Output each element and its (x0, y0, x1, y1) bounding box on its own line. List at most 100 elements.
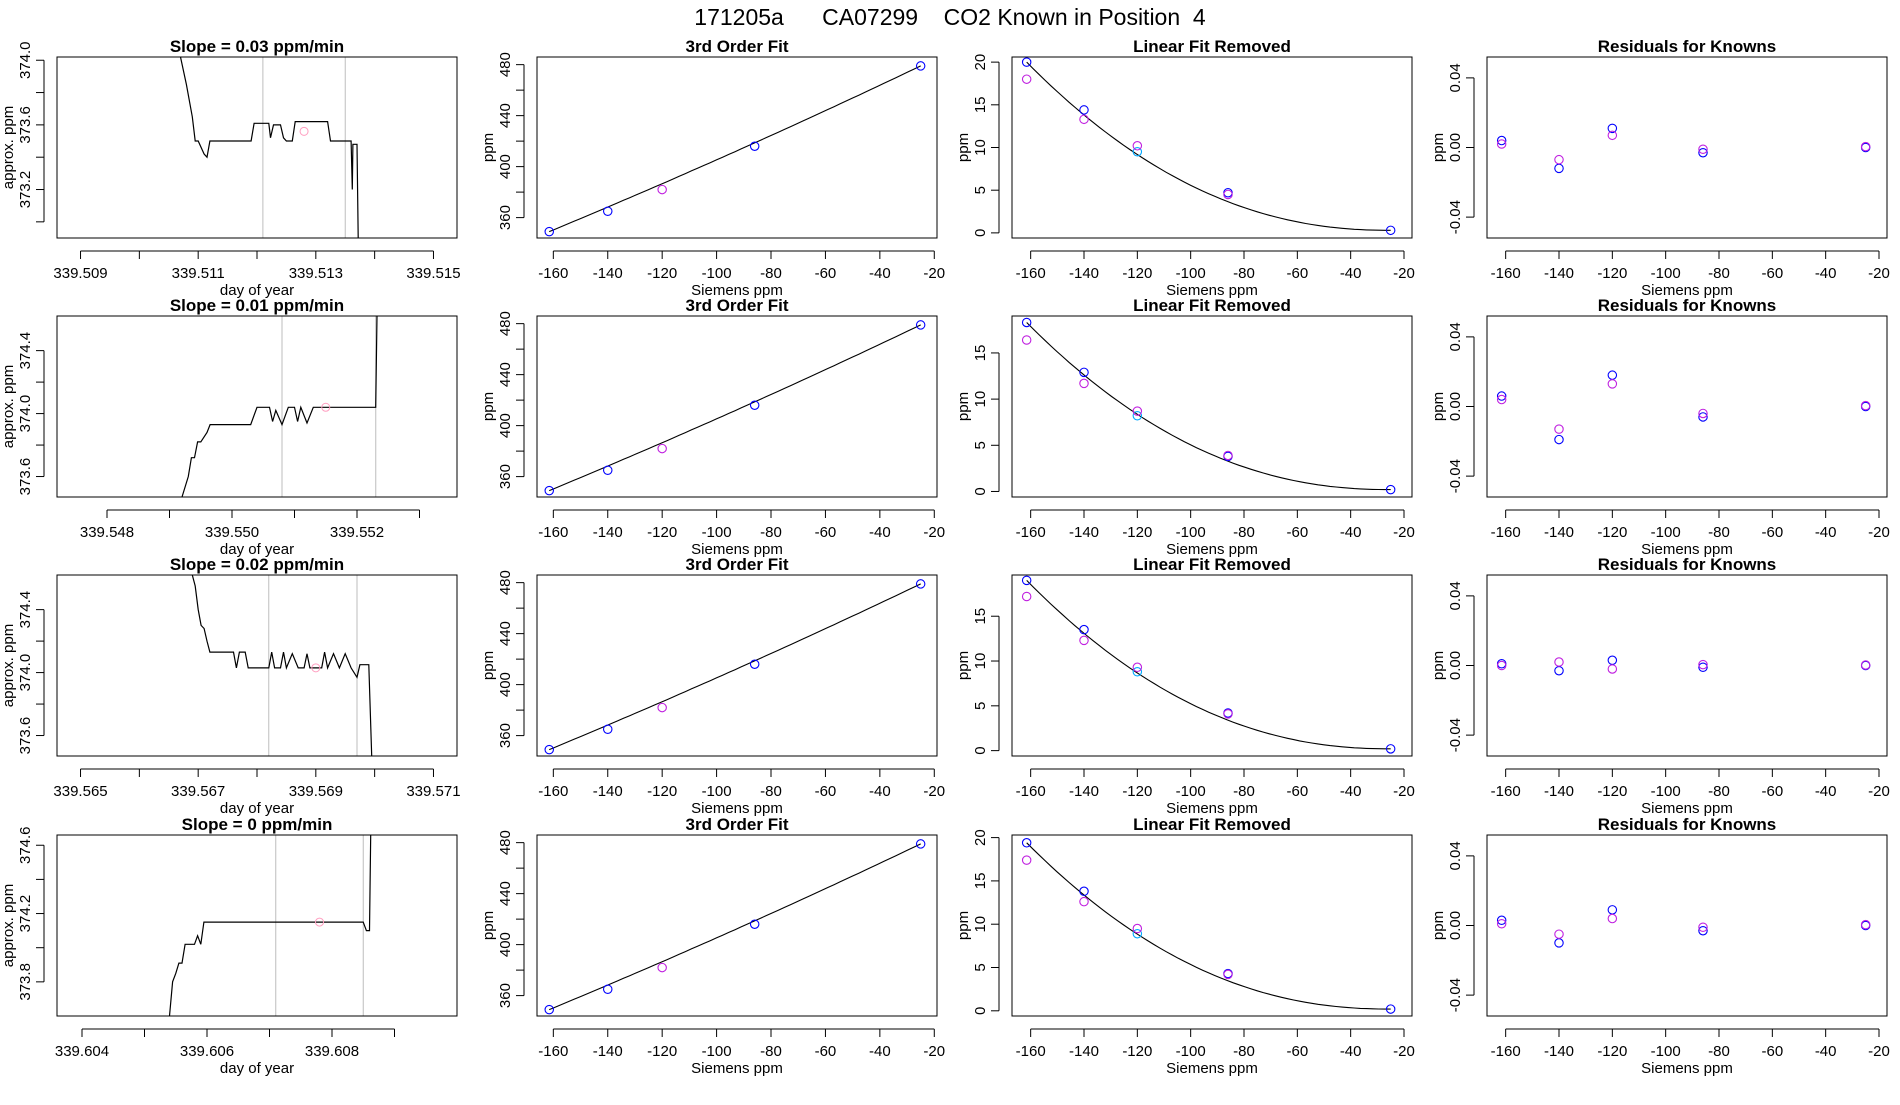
y-tick-label: 0 (972, 487, 989, 495)
plot-frame (536, 315, 938, 498)
panel-title: Residuals for Knowns (1598, 296, 1777, 315)
x-tick-label: -140 (1069, 524, 1099, 541)
plot-frame (56, 834, 458, 1017)
y-axis-label: ppm (955, 133, 972, 162)
data-point (1496, 915, 1507, 926)
x-tick-label: -120 (647, 265, 677, 282)
data-point (1607, 913, 1618, 924)
data-point (1496, 394, 1507, 405)
data-point (1607, 123, 1618, 134)
x-tick-label: -60 (1761, 524, 1783, 541)
y-tick-label: 480 (497, 830, 514, 855)
data-point (1385, 1004, 1396, 1014)
x-axis-label: Siemens ppm (1166, 541, 1258, 558)
data-point (1079, 114, 1089, 125)
x-tick-label: -60 (815, 524, 837, 541)
data-point (915, 839, 926, 849)
data-point (1554, 929, 1564, 939)
data-point (1223, 189, 1233, 200)
x-tick-label: -100 (1176, 265, 1206, 282)
y-axis-label: ppm (1430, 651, 1447, 680)
data-point (1554, 154, 1564, 165)
data-point (1698, 662, 1708, 672)
data-point (1021, 591, 1032, 602)
data-point (749, 141, 760, 151)
plot-frame (536, 834, 938, 1017)
x-tick-label: -60 (1286, 524, 1308, 541)
data-point (1021, 335, 1032, 345)
x-axis-label: Siemens ppm (691, 282, 783, 299)
x-axis-label: Siemens ppm (1166, 1060, 1258, 1077)
x-tick-label: -120 (1122, 783, 1152, 800)
x-tick-label: 339.604 (55, 1043, 109, 1060)
panel-title: Slope = 0.02 ppm/min (170, 555, 344, 574)
panel-title: 3rd Order Fit (686, 555, 789, 574)
x-tick-label: -140 (593, 783, 623, 800)
fit-curve-line (548, 324, 921, 492)
y-tick-label: 480 (497, 311, 514, 336)
x-tick-label: -60 (1286, 265, 1308, 282)
x-tick-label: -40 (869, 265, 891, 282)
panel-title: Slope = 0 ppm/min (182, 815, 333, 834)
data-point (1385, 484, 1396, 495)
x-tick-label: 339.606 (180, 1043, 234, 1060)
y-tick-label: 0.00 (1447, 911, 1464, 940)
plot-frame (1486, 315, 1888, 498)
x-tick-label: 339.608 (305, 1043, 359, 1060)
data-point (1079, 367, 1089, 378)
data-point (1021, 74, 1032, 84)
x-tick-label: -80 (1233, 1043, 1255, 1060)
x-tick-label: -120 (647, 524, 677, 541)
x-tick-label: -20 (1393, 1043, 1415, 1060)
x-tick-label: -60 (1286, 783, 1308, 800)
y-axis-label: ppm (1430, 392, 1447, 421)
y-tick-label: 374.2 (17, 895, 34, 933)
x-tick-label: -60 (1761, 1043, 1783, 1060)
y-axis-label: ppm (1430, 911, 1447, 940)
data-point (915, 579, 926, 589)
panel-linear-row2: -160 -140 -120 -100 -80 -60 -40 -20 0 5 10 15 Linear… (955, 296, 1415, 558)
fit-curve-line (1026, 322, 1391, 491)
data-point (1079, 886, 1089, 897)
y-tick-label: 360 (497, 464, 514, 489)
x-axis-label: Siemens ppm (1641, 282, 1733, 299)
x-tick-label: -60 (815, 1043, 837, 1060)
y-tick-label: 360 (497, 983, 514, 1008)
x-tick-label: -100 (702, 1043, 732, 1060)
data-point (657, 443, 667, 454)
x-tick-label: -100 (1176, 1043, 1206, 1060)
x-tick-label: -140 (1069, 265, 1099, 282)
fit-curve-line (548, 65, 921, 233)
y-tick-label: 373.2 (17, 171, 34, 209)
data-point (1496, 391, 1507, 401)
x-axis-label: day of year (220, 800, 294, 817)
x-tick-label: -120 (1597, 524, 1627, 541)
x-tick-label: 339.515 (406, 265, 460, 282)
x-tick-label: -40 (1340, 524, 1362, 541)
panel-slope-row3: 339.565 339.567 339.569 339.571 373.6 374.0 37… (0, 555, 461, 817)
y-tick-label: 15 (972, 608, 989, 625)
plot-frame (536, 574, 938, 757)
y-axis-label: ppm (480, 911, 497, 940)
panel-title: Residuals for Knowns (1598, 37, 1777, 56)
x-tick-label: -40 (869, 1043, 891, 1060)
panel-linear-row3: -160 -140 -120 -100 -80 -60 -40 -20 0 5 10 15 Linear… (955, 555, 1415, 817)
data-point (1132, 662, 1143, 673)
y-tick-label: 0 (972, 1007, 989, 1015)
x-tick-label: -160 (538, 783, 568, 800)
y-tick-label: 10 (972, 391, 989, 408)
x-tick-label: -60 (1761, 783, 1783, 800)
x-tick-label: -80 (1233, 524, 1255, 541)
panel-slope-row1: 339.509 339.511 339.513 339.515 373.2 373.6 37… (0, 37, 461, 299)
x-tick-label: -140 (593, 265, 623, 282)
y-tick-label: 440 (497, 103, 514, 128)
y-axis-label: ppm (955, 911, 972, 940)
data-point (1079, 635, 1089, 646)
data-point (1132, 147, 1143, 157)
fit-curve-line (1026, 61, 1391, 231)
x-tick-label: 339.509 (53, 265, 107, 282)
x-tick-label: 339.511 (172, 265, 225, 282)
data-point (1223, 450, 1233, 461)
y-axis-label: ppm (955, 651, 972, 680)
data-point (1132, 667, 1143, 677)
